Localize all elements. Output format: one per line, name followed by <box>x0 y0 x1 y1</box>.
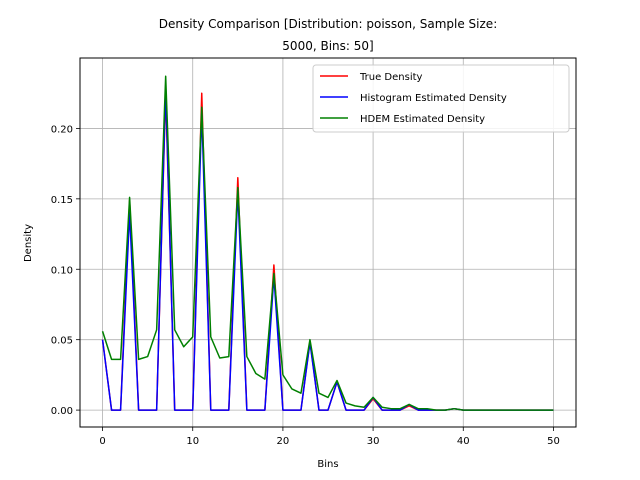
y-axis-label: Density <box>23 224 34 262</box>
x-axis-label: Bins <box>317 459 338 470</box>
legend-box <box>312 64 570 133</box>
plot-area-frame <box>79 57 577 428</box>
x-axis-ticks: 0 10 20 30 40 50 <box>99 427 560 447</box>
series-lines <box>101 75 554 411</box>
chart-title-line2: 5000, Bins: 50] <box>282 39 373 53</box>
x-tick-label: 0 <box>99 436 105 447</box>
x-tick-label: 40 <box>457 436 470 447</box>
x-tick-label: 10 <box>186 436 199 447</box>
chart-title-line1: Density Comparison [Distribution: poisso… <box>159 17 498 31</box>
x-tick-label: 20 <box>277 436 290 447</box>
y-tick-label: 0.00 <box>51 406 73 417</box>
series-hdem-density <box>101 75 554 411</box>
legend: True Density Histogram Estimated Density… <box>312 64 570 133</box>
y-tick-label: 0.15 <box>51 195 73 206</box>
x-tick-label: 30 <box>367 436 380 447</box>
y-tick-label: 0.20 <box>51 124 73 135</box>
y-tick-label: 0.05 <box>51 336 73 347</box>
x-tick-label: 50 <box>547 436 560 447</box>
y-axis-ticks: 0.00 0.05 0.10 0.15 0.20 <box>51 124 80 417</box>
y-tick-label: 0.10 <box>51 265 73 276</box>
legend-label-hdem-density: HDEM Estimated Density <box>360 114 485 125</box>
legend-label-true-density: True Density <box>359 72 423 83</box>
legend-label-histogram-density: Histogram Estimated Density <box>360 93 507 104</box>
